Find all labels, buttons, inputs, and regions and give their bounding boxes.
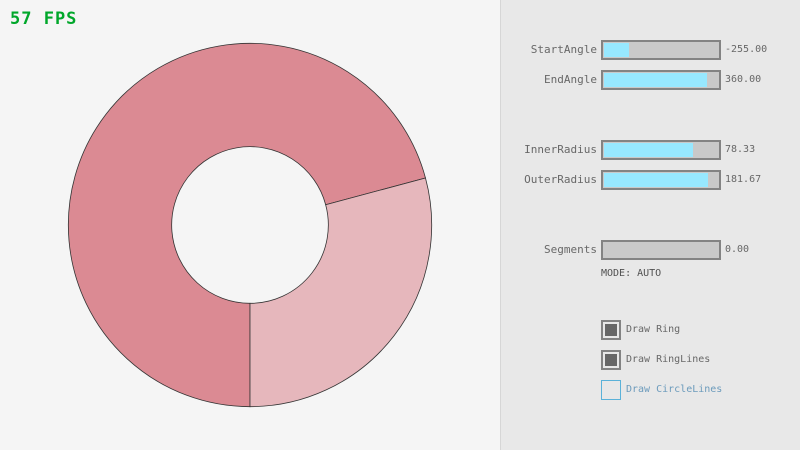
- slider-label: Segments: [544, 243, 597, 256]
- slider-value: 360.00: [725, 74, 762, 85]
- checkbox-box[interactable]: [601, 380, 621, 400]
- mode-label: MODE: AUTO: [601, 268, 662, 279]
- slider-value: -255.00: [725, 44, 768, 55]
- slider-label: StartAngle: [530, 43, 597, 56]
- slider-value: 0.00: [725, 244, 750, 255]
- slider-track[interactable]: [601, 70, 721, 90]
- slider-track[interactable]: [601, 40, 721, 60]
- checkbox-draw-circle-lines[interactable]: Draw CircleLines: [601, 380, 800, 400]
- ring-canvas: [67, 42, 433, 408]
- checkbox-label: Draw CircleLines: [626, 384, 723, 395]
- slider-fill: [604, 173, 708, 187]
- checkbox-box[interactable]: [601, 320, 621, 340]
- ring-overlap-segment: [67, 42, 426, 408]
- slider-label: EndAngle: [544, 73, 597, 86]
- ring-single-segment: [249, 177, 433, 408]
- slider-label: InnerRadius: [524, 143, 597, 156]
- checkbox-label: Draw RingLines: [626, 354, 711, 365]
- checkbox-draw-ring[interactable]: Draw Ring: [601, 320, 800, 340]
- slider-value: 78.33: [725, 144, 756, 155]
- slider-fill: [604, 43, 629, 57]
- slider-label: OuterRadius: [524, 173, 597, 186]
- controls-panel: StartAngle -255.00 EndAngle 360.00 Inner…: [500, 0, 800, 450]
- checkbox-box[interactable]: [601, 350, 621, 370]
- slider-outer-radius[interactable]: OuterRadius 181.67: [501, 170, 800, 190]
- slider-value: 181.67: [725, 174, 762, 185]
- slider-track[interactable]: [601, 240, 721, 260]
- checkbox-label: Draw Ring: [626, 324, 681, 335]
- fps-counter: 57 FPS: [10, 9, 78, 29]
- slider-segments[interactable]: Segments 0.00: [501, 240, 800, 260]
- slider-track[interactable]: [601, 140, 721, 160]
- slider-fill: [604, 143, 694, 157]
- checkbox-draw-ring-lines[interactable]: Draw RingLines: [601, 350, 800, 370]
- slider-fill: [604, 73, 707, 87]
- slider-end-angle[interactable]: EndAngle 360.00: [501, 70, 800, 90]
- slider-start-angle[interactable]: StartAngle -255.00: [501, 40, 800, 60]
- slider-inner-radius[interactable]: InnerRadius 78.33: [501, 140, 800, 160]
- slider-track[interactable]: [601, 170, 721, 190]
